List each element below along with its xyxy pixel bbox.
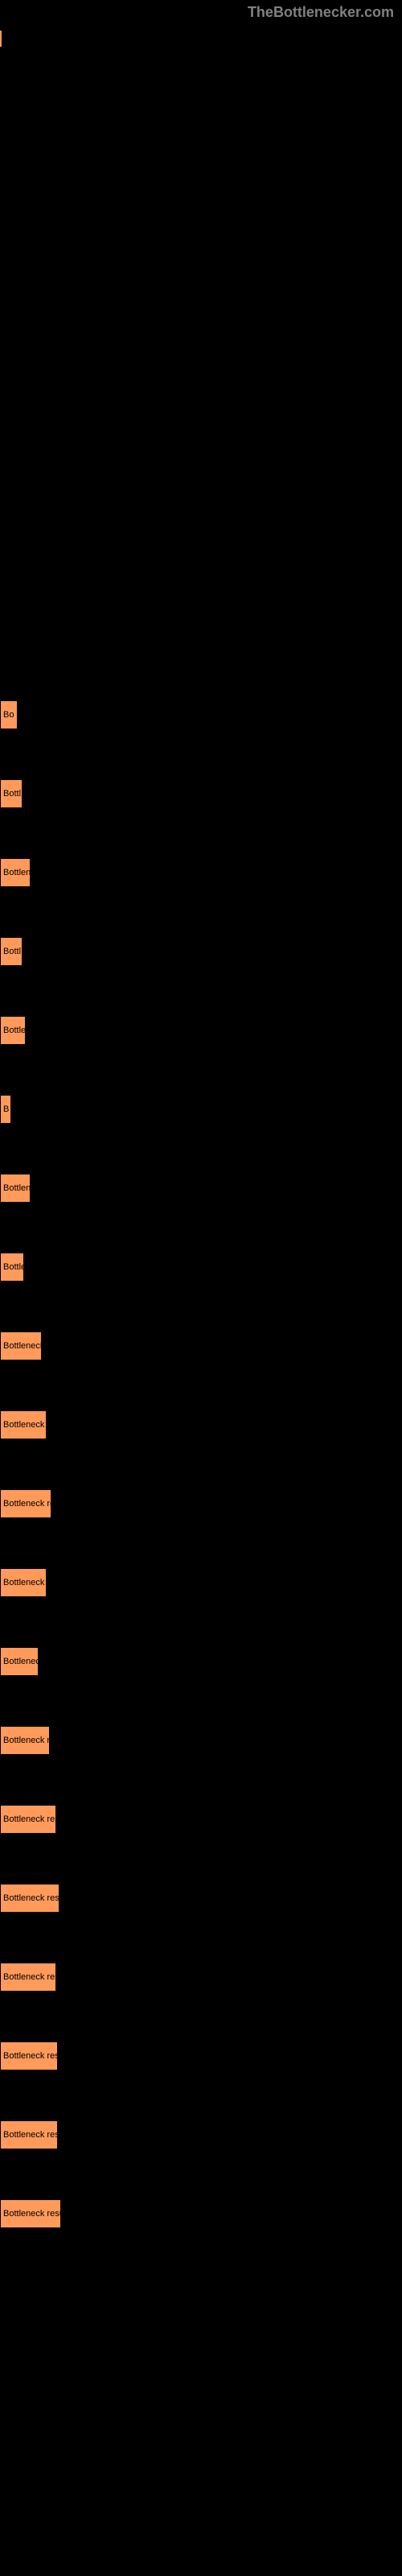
bar-row: Bottleneck result (0, 1805, 56, 1834)
bar-row: Bottl (0, 779, 23, 808)
chart-bar: Bottleneck resul (0, 1726, 50, 1755)
chart-bar: Bottleneck result (0, 1963, 56, 1992)
chart-bar: B (0, 1095, 11, 1124)
chart-bar: Bottleneck res (0, 1410, 47, 1439)
bar-row: Bottleneck result (0, 2041, 58, 2070)
chart-bar: Bottlene (0, 1174, 31, 1203)
chart-bar: Bottleneck result (0, 1489, 51, 1518)
bar-row: Bottleneck result (0, 1489, 51, 1518)
bar-row: Bottleneck res (0, 1568, 47, 1597)
bar-row: Bottleneck result (0, 1963, 56, 1992)
bar-row: Bottleneck re (0, 1331, 42, 1360)
chart-bar: Bottleneck re (0, 1331, 42, 1360)
bar-row: Bottleneck result (0, 2199, 61, 2228)
bar-row: Bottleneck r (0, 1647, 39, 1676)
chart-bar: Bottleneck r (0, 1647, 39, 1676)
bar-row: Bottleneck result (0, 1884, 59, 1913)
header: TheBottlenecker.com (0, 0, 402, 24)
bar-row: Bottlene (0, 858, 31, 887)
chart-bar: Bottl (0, 779, 23, 808)
bar-row: Bottlene (0, 1174, 31, 1203)
bar-row: Bottlen (0, 1016, 26, 1045)
bar-row: Bottleneck result (0, 2120, 58, 2149)
left-divider (0, 31, 2, 47)
chart-bar: Bottlene (0, 858, 31, 887)
chart-bar: Bottle (0, 1253, 24, 1282)
site-logo: TheBottlenecker.com (248, 4, 394, 21)
bar-row: Bottleneck resul (0, 1726, 50, 1755)
chart-bar: Bottlen (0, 1016, 26, 1045)
bar-row: Bottl (0, 937, 23, 966)
chart-bar: Bottl (0, 937, 23, 966)
chart-bar: Bottleneck result (0, 1884, 59, 1913)
chart-bar: Bottleneck result (0, 2041, 58, 2070)
bar-row: Bo (0, 700, 18, 729)
chart-bar: Bottleneck result (0, 2199, 61, 2228)
chart-bar: Bottleneck result (0, 2120, 58, 2149)
bar-row: Bottleneck res (0, 1410, 47, 1439)
chart-bar: Bottleneck result (0, 1805, 56, 1834)
bar-row: Bottle (0, 1253, 24, 1282)
chart-bar: Bottleneck res (0, 1568, 47, 1597)
bar-row: B (0, 1095, 11, 1124)
chart-bar: Bo (0, 700, 18, 729)
